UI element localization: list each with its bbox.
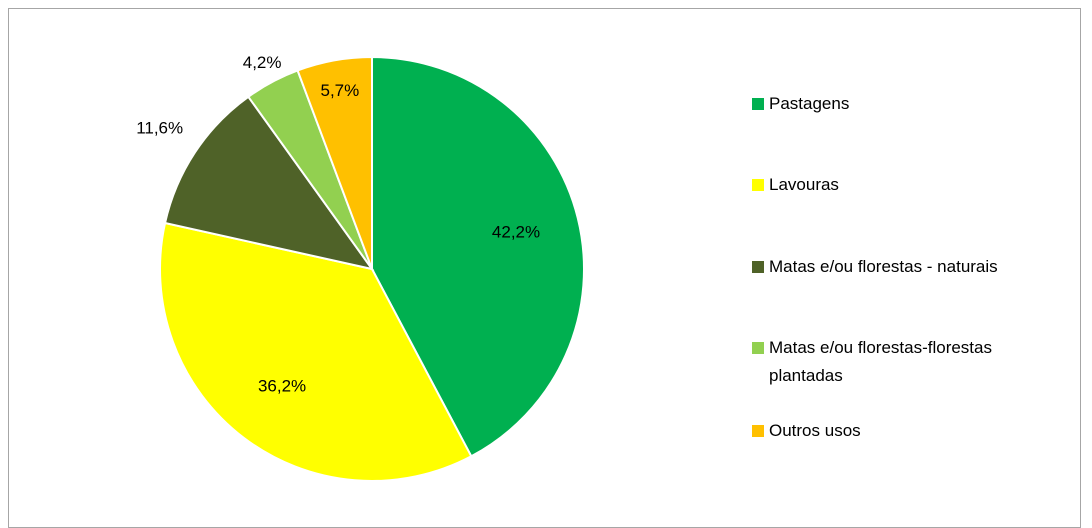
legend-swatch	[752, 98, 764, 110]
legend-label: Outros usos	[769, 421, 861, 440]
legend-swatch	[752, 425, 764, 437]
legend-item: Lavouras	[752, 171, 1019, 199]
data-label: 36,2%	[258, 377, 306, 396]
legend-label: Matas e/ou florestas - naturais	[769, 257, 998, 276]
legend-label: Lavouras	[769, 175, 839, 194]
page: {"chart_data": {"type": "pie", "categori…	[8, 8, 1081, 528]
pie-slice	[371, 55, 585, 458]
legend-item: Pastagens	[752, 90, 1019, 118]
pie-slice	[159, 221, 473, 482]
legend-item: Matas e/ou florestas - naturais	[752, 253, 1019, 281]
pie-slice	[163, 95, 375, 271]
data-label: 5,7%	[320, 81, 359, 100]
legend-label: Matas e/ou florestas-florestas plantadas	[769, 338, 992, 385]
legend-swatch	[752, 179, 764, 191]
legend-item: Outros usos	[752, 417, 1019, 445]
legend-swatch	[752, 261, 764, 273]
data-label: 4,2%	[243, 53, 282, 72]
data-label: 42,2%	[492, 223, 540, 242]
chart: 42,2% 36,2% 11,6% 4,2% 5,7%	[136, 53, 585, 482]
data-label: 11,6%	[136, 118, 183, 137]
legend-swatch	[752, 342, 764, 354]
legend-label: Pastagens	[769, 94, 850, 113]
legend-item: Matas e/ou florestas-florestas plantadas	[752, 334, 1019, 390]
pie-slice	[296, 55, 373, 270]
